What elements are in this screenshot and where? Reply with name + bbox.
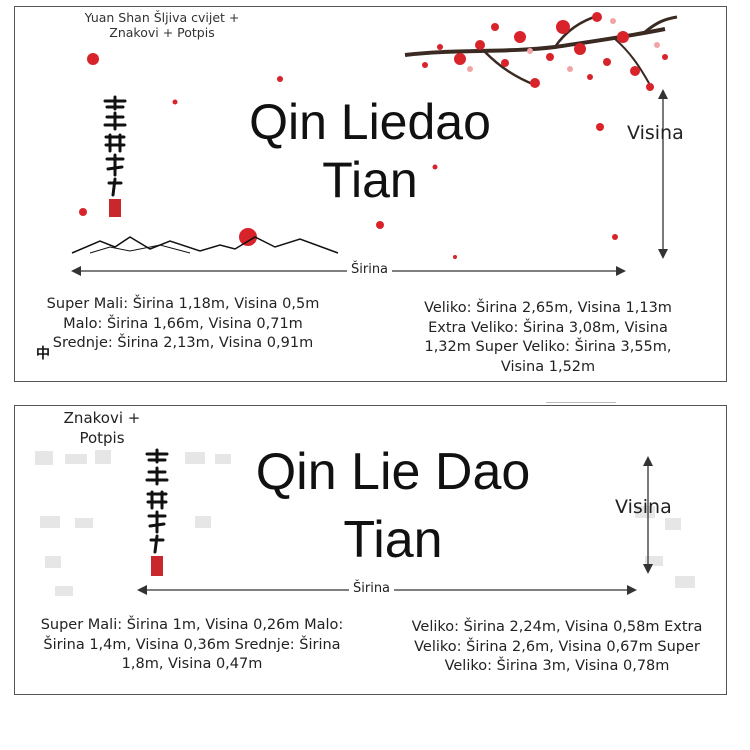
- calligraphy-signature-icon: [145, 448, 169, 576]
- sizes-right: Veliko: Širina 2,24m, Visina 0,58m Extra…: [411, 619, 703, 674]
- calligraphy-signature-icon: [103, 95, 127, 217]
- mountains-sun-illustration: [71, 228, 339, 254]
- plum-blossom-branch-illustration: [404, 12, 678, 91]
- divider-mark: [546, 402, 616, 403]
- product-title: Qin Lie Dao Tian: [193, 438, 593, 574]
- height-arrow-icon: [643, 456, 653, 574]
- faint-background-texture: [35, 450, 695, 596]
- sizes-right: Veliko: Širina 2,65m, Visina 1,13m Extra…: [424, 300, 672, 375]
- product-panel-characters-signature: Znakovi + Potpis Qin Lie Dao Tian: [14, 405, 727, 695]
- variant-label: Znakovi + Potpis: [63, 409, 141, 447]
- height-label: Visina: [627, 122, 684, 144]
- product-title: Qin Liedao Tian: [145, 93, 595, 209]
- sizes-left: Super Mali: Širina 1m, Visina 0,26m Malo…: [40, 617, 344, 672]
- product-panel-plum-blossom: Yuan Shan Šljiva cvijet + Znakovi + Potp…: [14, 6, 727, 382]
- height-label: Visina: [615, 496, 672, 518]
- sizes-left: Super Mali: Širina 1,18m, Visina 0,5m Ma…: [46, 296, 320, 351]
- falling-petals-decoration: [79, 53, 618, 259]
- variant-label: Yuan Shan Šljiva cvijet + Znakovi + Potp…: [84, 10, 240, 40]
- width-label: Širina: [349, 581, 395, 596]
- title-line-1: Qin Lie Dao: [255, 443, 531, 501]
- corner-glyph: 中: [36, 346, 50, 362]
- title-line-1: Qin Liedao: [249, 94, 491, 150]
- width-label: Širina: [347, 262, 393, 277]
- title-line-2: Tian: [322, 152, 418, 208]
- title-line-2: Tian: [343, 511, 443, 569]
- height-arrow-icon: [658, 89, 668, 259]
